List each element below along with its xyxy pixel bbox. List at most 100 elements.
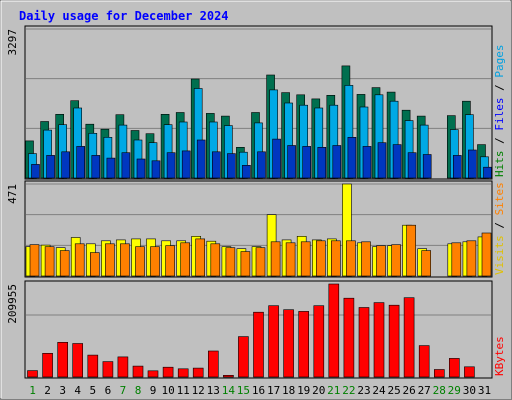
legend-entry: Hits [493, 151, 506, 178]
bar-pages-day-17 [272, 138, 281, 179]
bar-pages-day-18 [287, 145, 296, 179]
bar-pages-day-20 [317, 147, 327, 179]
bar-kbytes-day-24 [373, 302, 385, 378]
bar-pages-day-5 [91, 155, 101, 179]
bar-pages-day-9 [151, 160, 161, 179]
bar-sites-day-13 [210, 243, 221, 277]
bar-kbytes-day-30 [464, 366, 475, 378]
bar-pages-day-23 [362, 146, 372, 179]
day-label-4: 4 [74, 384, 81, 397]
bar-kbytes-day-14 [223, 374, 234, 378]
bar-sites-day-20 [315, 240, 326, 277]
bar-pages-day-16 [257, 151, 266, 179]
bar-kbytes-day-23 [358, 307, 370, 378]
bar-kbytes-day-4 [72, 343, 83, 378]
bar-pages-day-29 [452, 155, 462, 179]
bar-sites-day-3 [59, 250, 70, 277]
bar-sites-day-12 [195, 238, 205, 277]
day-label-11: 11 [177, 384, 190, 397]
bar-pages-day-7 [121, 152, 131, 179]
legend-entry: Files [493, 98, 506, 131]
bar-sites-day-15 [240, 251, 251, 277]
bar-pages-day-8 [136, 158, 146, 179]
bar-pages-day-14 [227, 153, 236, 179]
bar-pages-day-25 [392, 144, 402, 179]
panel-1: 3297 Hits / Files / Pages [6, 25, 506, 180]
bar-kbytes-day-27 [418, 345, 430, 378]
day-label-2: 2 [44, 384, 51, 397]
bar-sites-day-30 [466, 240, 477, 277]
panel-3-legend: KBytes [493, 336, 506, 376]
bar-kbytes-day-17 [268, 305, 279, 378]
bar-sites-day-18 [285, 242, 296, 277]
bar-sites-day-26 [406, 224, 416, 277]
bar-kbytes-day-25 [388, 304, 400, 378]
day-label-20: 20 [312, 384, 325, 397]
day-label-14: 14 [222, 384, 236, 397]
bar-kbytes-day-29 [448, 358, 460, 378]
legend-entry: / [493, 131, 506, 151]
bar-kbytes-day-20 [313, 305, 325, 378]
panel-3: 209955 KBytes [6, 280, 506, 379]
bar-pages-day-24 [377, 142, 387, 179]
bar-kbytes-day-3 [57, 341, 69, 378]
bar-sites-day-5 [90, 252, 100, 277]
bar-kbytes-day-1 [27, 370, 38, 378]
bar-sites-day-23 [361, 241, 371, 277]
bar-kbytes-day-22 [343, 297, 355, 378]
bar-sites-day-24 [376, 245, 386, 277]
bar-kbytes-day-2 [42, 352, 53, 378]
day-label-6: 6 [105, 384, 112, 397]
bar-pages-day-4 [76, 146, 85, 179]
bar-pages-day-30 [468, 149, 477, 179]
bar-pages-day-11 [181, 150, 191, 179]
bar-kbytes-day-15 [238, 336, 249, 378]
bar-sites-day-2 [44, 246, 55, 277]
bar-kbytes-day-11 [177, 368, 189, 378]
bar-pages-day-19 [302, 146, 312, 179]
panel-2-ymax-label: 471 [6, 184, 19, 204]
bar-pages-day-15 [242, 165, 251, 179]
bar-kbytes-day-6 [102, 361, 114, 378]
legend-entry: / [493, 215, 506, 235]
chart-title: Daily usage for December 2024 [19, 9, 229, 23]
panel-3-ymax-label: 209955 [6, 284, 19, 324]
day-label-5: 5 [89, 384, 96, 397]
panel-1-legend: Hits / Files / Pages [493, 45, 506, 178]
day-label-30: 30 [463, 384, 476, 397]
bar-kbytes-day-28 [433, 369, 445, 378]
panel-2-legend: Visits / Sites [493, 182, 506, 275]
bar-sites-day-6 [105, 243, 115, 277]
bar-sites-day-25 [391, 244, 401, 277]
bar-sites-day-27 [421, 250, 432, 277]
bar-pages-day-26 [407, 152, 417, 179]
bar-sites-day-19 [300, 241, 311, 277]
legend-entry: Visits [493, 235, 506, 275]
bar-sites-day-7 [120, 243, 130, 277]
bar-kbytes-day-7 [117, 356, 129, 378]
bar-kbytes-day-26 [403, 297, 415, 378]
bar-kbytes-day-19 [298, 311, 310, 378]
bar-sites-day-8 [135, 246, 145, 277]
day-label-1: 1 [29, 384, 36, 397]
day-label-15: 15 [237, 384, 250, 397]
bar-sites-day-22 [346, 240, 356, 277]
bar-pages-day-10 [166, 152, 176, 179]
day-label-8: 8 [135, 384, 142, 397]
bar-sites-day-17 [270, 241, 281, 277]
panel-2: 471 Visits / Sites [6, 180, 506, 278]
bar-kbytes-day-13 [208, 350, 219, 378]
day-label-24: 24 [372, 384, 386, 397]
bar-sites-day-1 [29, 244, 40, 277]
bar-sites-day-10 [165, 245, 175, 277]
bar-sites-day-14 [225, 247, 236, 277]
day-label-27: 27 [418, 384, 431, 397]
panel-1-ymax-label: 3297 [6, 29, 19, 56]
bar-pages-day-27 [422, 154, 432, 179]
bar-sites-day-16 [255, 247, 266, 277]
day-label-10: 10 [161, 384, 174, 397]
bar-kbytes-day-21 [328, 283, 340, 378]
bar-pages-day-6 [106, 157, 116, 179]
